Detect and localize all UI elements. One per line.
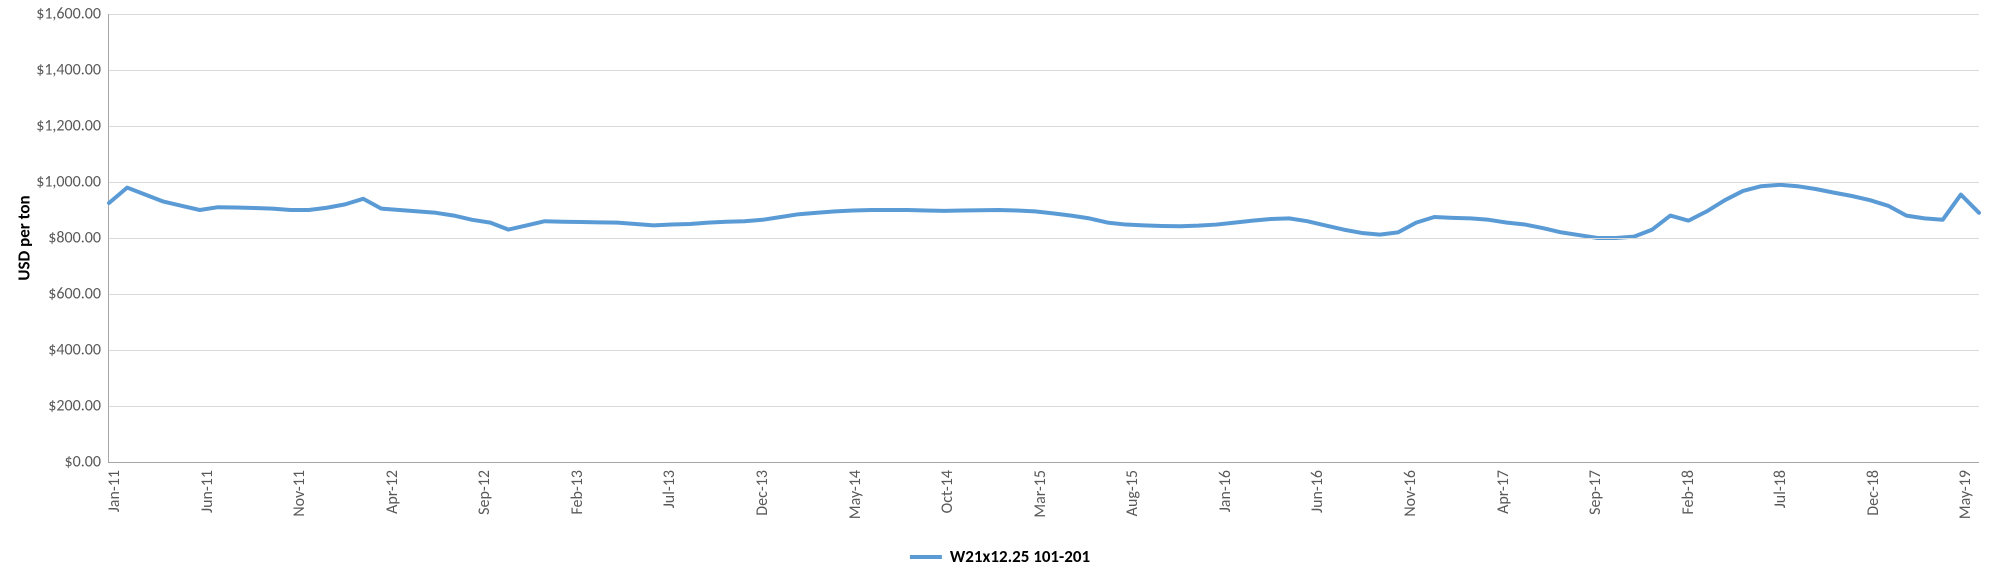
y-tick-label: $200.00 bbox=[48, 397, 109, 416]
series-line bbox=[109, 185, 1979, 238]
gridline bbox=[109, 182, 1979, 183]
y-tick-label: $1,600.00 bbox=[36, 5, 109, 24]
x-tick-label: Dec-18 bbox=[1864, 470, 1883, 516]
x-tick-label: Jul-18 bbox=[1771, 470, 1790, 508]
y-tick-label: $0.00 bbox=[65, 453, 109, 472]
x-tick-label: Apr-12 bbox=[383, 470, 402, 514]
legend-label: W21x12.25 101-201 bbox=[950, 546, 1090, 567]
y-tick-label: $1,200.00 bbox=[36, 117, 109, 136]
y-tick-label: $1,000.00 bbox=[36, 173, 109, 192]
gridline bbox=[109, 126, 1979, 127]
gridline bbox=[109, 294, 1979, 295]
x-tick-label: Feb-13 bbox=[568, 470, 587, 515]
price-chart: USD per ton $0.00$200.00$400.00$600.00$8… bbox=[0, 0, 2000, 580]
plot-area: $0.00$200.00$400.00$600.00$800.00$1,000.… bbox=[108, 14, 1979, 463]
chart-legend: W21x12.25 101-201 bbox=[910, 546, 1090, 567]
gridline bbox=[109, 70, 1979, 71]
x-tick-label: Jan-11 bbox=[105, 470, 124, 512]
x-tick-label: Apr-17 bbox=[1494, 470, 1513, 514]
x-tick-label: Jan-16 bbox=[1216, 470, 1235, 512]
y-tick-label: $1,400.00 bbox=[36, 61, 109, 80]
y-tick-label: $800.00 bbox=[48, 229, 109, 248]
x-tick-label: Feb-18 bbox=[1679, 470, 1698, 515]
x-tick-label: Nov-11 bbox=[290, 470, 309, 517]
x-tick-label: Sep-12 bbox=[475, 470, 494, 515]
x-tick-label: Jun-16 bbox=[1308, 470, 1327, 513]
x-tick-label: Aug-15 bbox=[1123, 470, 1142, 516]
x-tick-label: Mar-15 bbox=[1031, 470, 1050, 518]
gridline bbox=[109, 14, 1979, 15]
x-tick-label: May-19 bbox=[1956, 470, 1975, 519]
x-tick-label: Jul-13 bbox=[660, 470, 679, 508]
x-tick-label: Jun-11 bbox=[198, 470, 217, 513]
y-tick-label: $600.00 bbox=[48, 285, 109, 304]
legend-swatch bbox=[910, 555, 942, 559]
x-tick-label: Nov-16 bbox=[1401, 470, 1420, 517]
x-tick-label: Oct-14 bbox=[938, 470, 957, 513]
y-axis-title: USD per ton bbox=[14, 195, 35, 280]
x-tick-label: Sep-17 bbox=[1586, 470, 1605, 515]
gridline bbox=[109, 238, 1979, 239]
x-tick-label: May-14 bbox=[846, 470, 865, 519]
gridline bbox=[109, 350, 1979, 351]
x-tick-label: Dec-13 bbox=[753, 470, 772, 516]
gridline bbox=[109, 406, 1979, 407]
y-tick-label: $400.00 bbox=[48, 341, 109, 360]
